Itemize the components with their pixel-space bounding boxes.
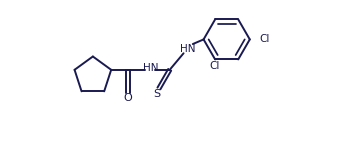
Text: O: O [124, 93, 132, 103]
Text: HN: HN [180, 44, 195, 54]
Text: S: S [153, 89, 160, 99]
Text: HN: HN [143, 63, 159, 73]
Text: Cl: Cl [209, 61, 219, 71]
Text: Cl: Cl [259, 34, 269, 44]
